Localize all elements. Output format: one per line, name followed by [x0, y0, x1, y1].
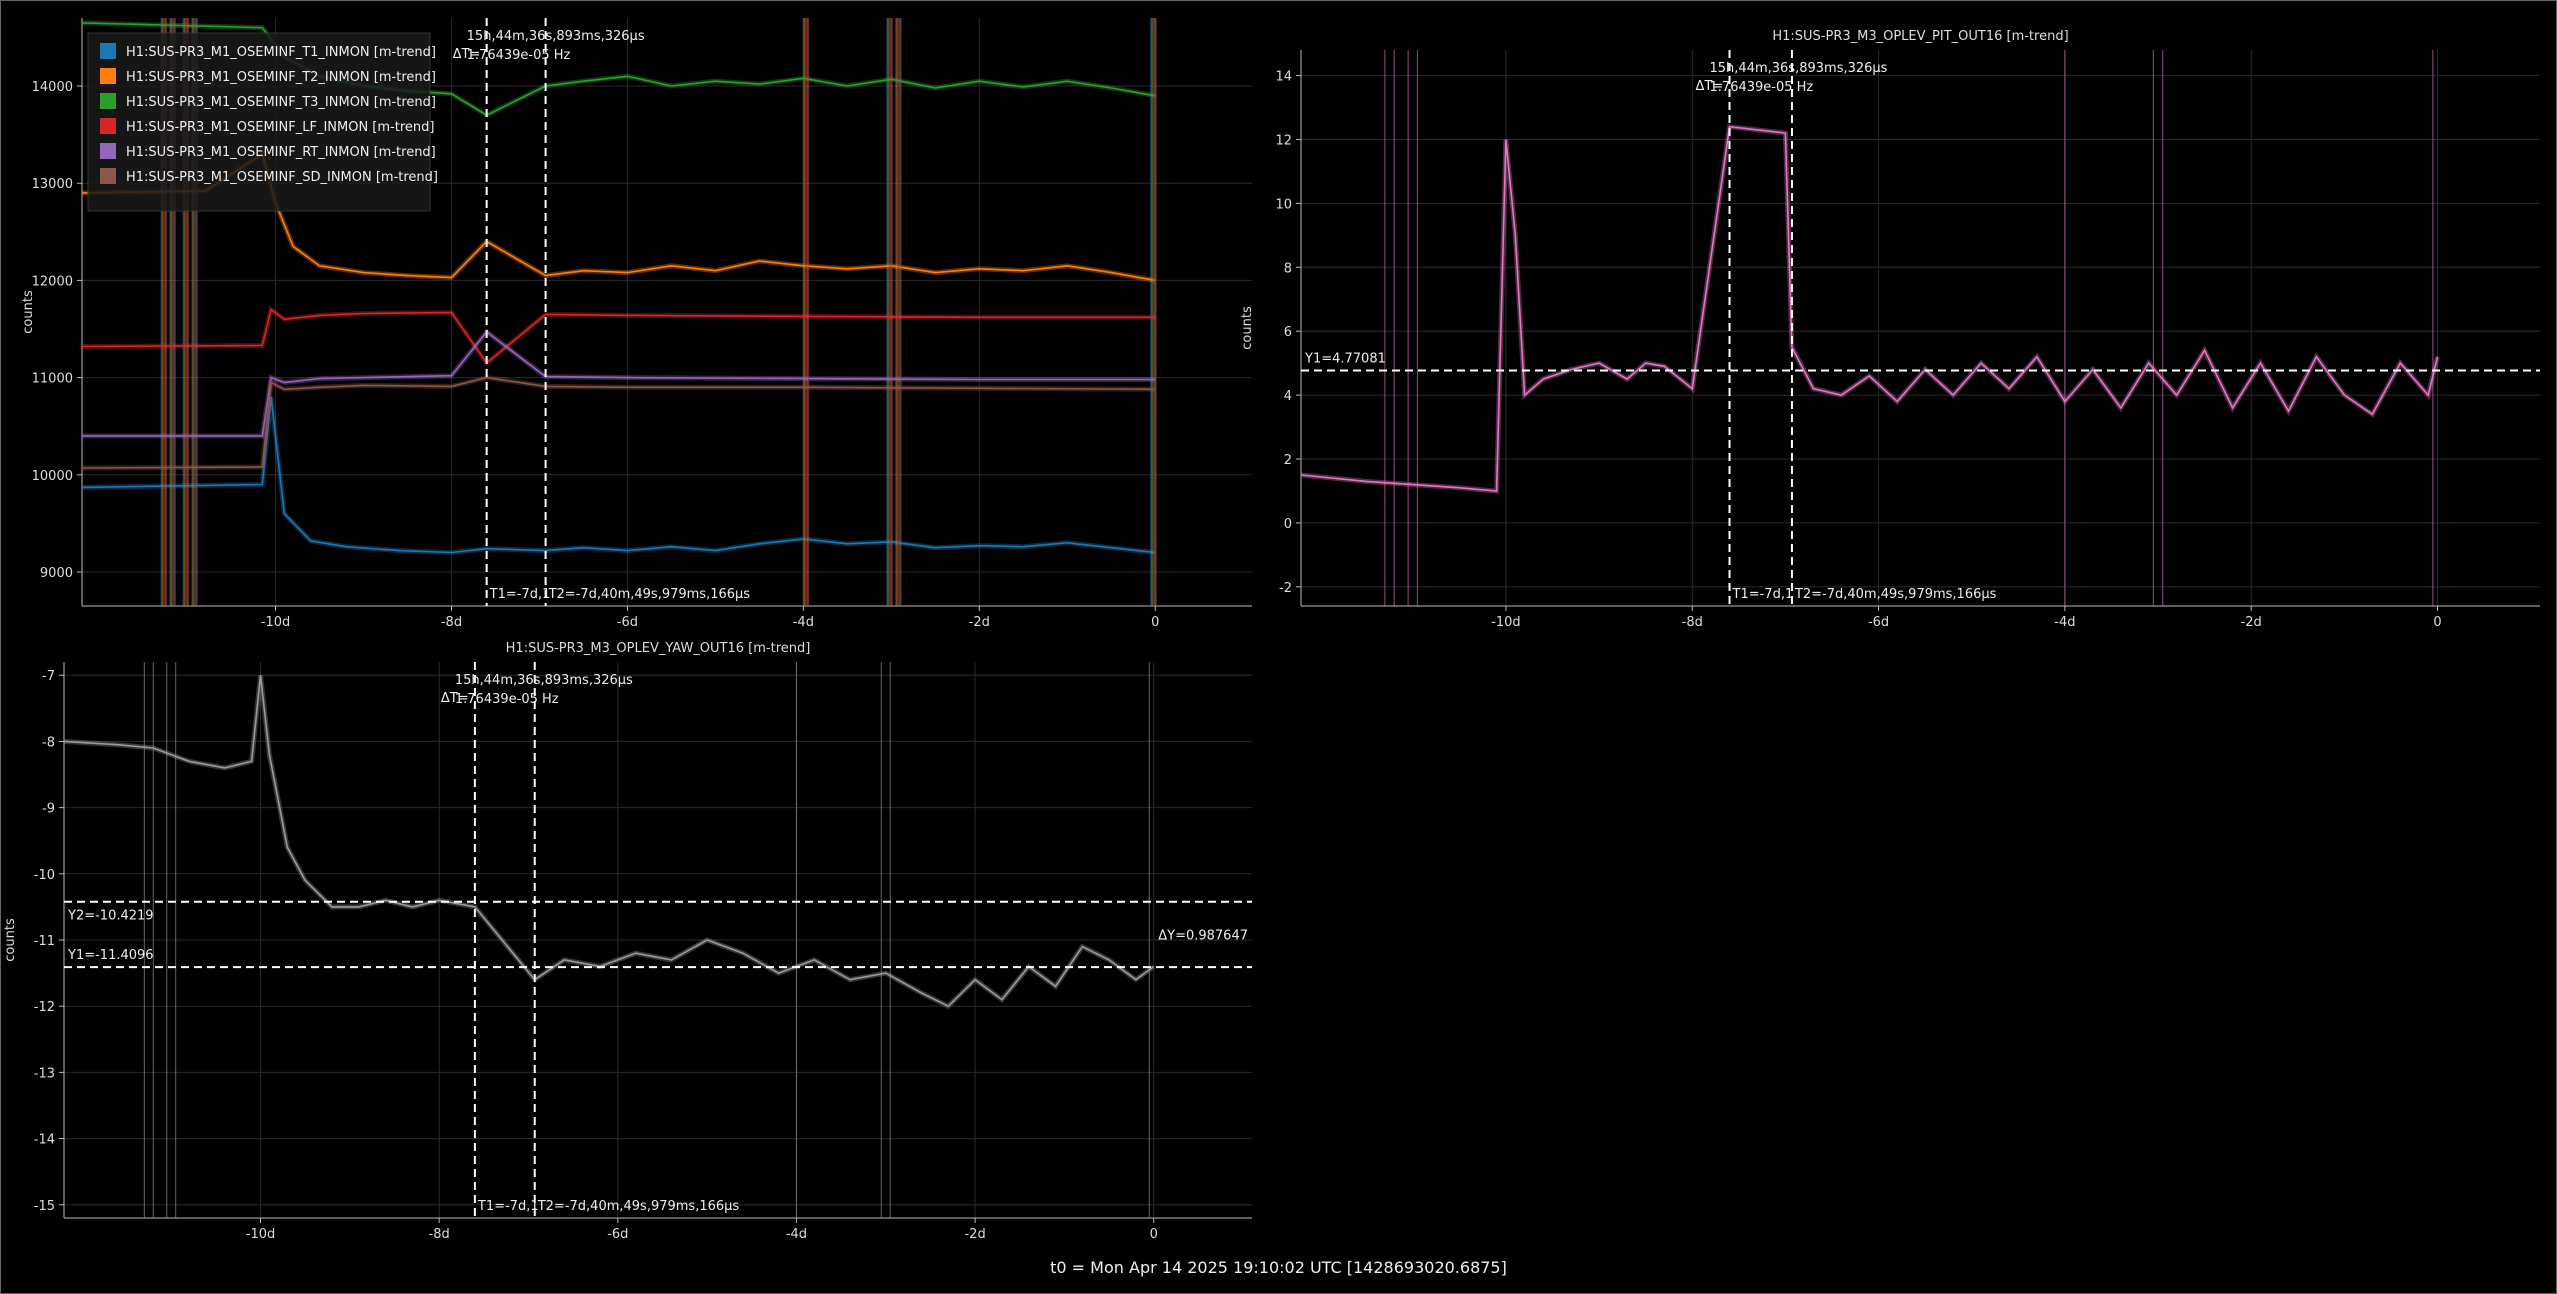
legend-entry-0: H1:SUS-PR3_M1_OSEMINF_T1_INMON [m-trend] [126, 45, 436, 60]
t2-label: T2=-7d,40m,49s,979ms,166μs [548, 587, 751, 602]
series-line-3 [82, 308, 1156, 365]
legend-entry-3: H1:SUS-PR3_M1_OSEMINF_LF_INMON [m-trend] [126, 120, 434, 135]
y1-label: Y1=-11.4096 [67, 948, 154, 963]
legend-box [87, 32, 431, 212]
legend-swatch-5 [100, 168, 116, 184]
t1-label: T1=-7d,1 [1732, 587, 1794, 602]
chart-title: H1:SUS-PR3_M3_OPLEV_PIT_OUT16 [m-trend] [1772, 29, 2068, 44]
y-tick-label: 8 [1284, 261, 1292, 276]
legend-swatch-3 [100, 118, 116, 134]
x-tick-label: -4d [793, 615, 814, 630]
series-envelope-5 [82, 375, 1156, 471]
x-tick-label: 0 [2433, 615, 2441, 630]
x-tick-label: 0 [1150, 1227, 1158, 1242]
legend-entry-5: H1:SUS-PR3_M1_OSEMINF_SD_INMON [m-trend] [126, 170, 438, 185]
dt-value: 15h,44m,36s,893ms,326μs [467, 29, 645, 44]
legend-entry-4: H1:SUS-PR3_M1_OSEMINF_RT_INMON [m-trend] [126, 145, 436, 160]
legend-swatch-4 [100, 143, 116, 159]
t2-label: T2=-7d,40m,49s,979ms,166μs [537, 1199, 740, 1214]
chart-osem: -10d -8d -6d -4d -2d 0 9000 10000 11000 12000 1300… [21, 18, 1252, 630]
y-tick-label: -9 [42, 802, 55, 817]
legend-swatch-0 [100, 43, 116, 59]
y-tick-label: 13000 [32, 177, 73, 192]
legend-swatch-2 [100, 93, 116, 109]
y-tick-label: 0 [1284, 517, 1292, 532]
y2-label: Y2=-10.4219 [67, 909, 154, 924]
y-tick-label: 14000 [32, 80, 73, 95]
x-tick-label: 0 [1151, 615, 1159, 630]
y-tick-label: 2 [1284, 453, 1292, 468]
series-envelope-0 [64, 674, 1156, 1010]
series-line-0 [82, 396, 1156, 554]
dt-value: 15h,44m,36s,893ms,326μs [455, 673, 633, 688]
y-tick-label: 10 [1275, 197, 1292, 212]
y-tick-label: 12 [1275, 133, 1292, 148]
legend-entry-2: H1:SUS-PR3_M1_OSEMINF_T3_INMON [m-trend] [126, 95, 436, 110]
x-tick-label: -6d [617, 615, 638, 630]
x-tick-label: -10d [246, 1227, 276, 1242]
x-tick-label: -10d [1491, 615, 1521, 630]
y-axis-label: counts [1240, 306, 1255, 350]
series-line-4 [82, 330, 1156, 437]
y-tick-label: -12 [34, 1000, 55, 1015]
y-tick-label: -11 [34, 934, 55, 949]
y-tick-label: 9000 [40, 566, 73, 581]
x-tick-label: -8d [429, 1227, 450, 1242]
y-tick-label: -8 [42, 735, 55, 750]
x-tick-label: -10d [261, 615, 291, 630]
y-tick-label: -7 [42, 669, 55, 684]
series-line-0 [64, 675, 1155, 1008]
y-tick-label: -14 [34, 1133, 55, 1148]
y-tick-label: 11000 [32, 372, 73, 387]
y-tick-label: -15 [34, 1199, 55, 1214]
y-tick-label: 12000 [32, 274, 73, 289]
chart-title: H1:SUS-PR3_M3_OPLEV_YAW_OUT16 [m-trend] [506, 641, 811, 656]
x-tick-label: -2d [969, 615, 990, 630]
chart-pit: -10d -8d -6d -4d -2d 0 -2 0 2 4 6 8 10 12 14 counts H1:S… [1240, 29, 2540, 630]
dt-label: ΔT= [441, 691, 469, 706]
y1-label: Y1=4.77081 [1304, 351, 1386, 366]
series-line-0 [1301, 125, 2439, 492]
y-tick-label: 6 [1284, 325, 1292, 340]
t0-footer: t0 = Mon Apr 14 2025 19:10:02 UTC [14286… [1050, 1258, 1507, 1277]
legend: H1:SUS-PR3_M1_OSEMINF_T1_INMON [m-trend]… [87, 32, 438, 212]
t1-label: T1=-7d,1 [489, 587, 551, 602]
x-tick-label: -8d [1682, 615, 1703, 630]
x-tick-label: -4d [786, 1227, 807, 1242]
y-tick-label: 14 [1275, 70, 1292, 85]
dt-frequency: 1.76439e-05 Hz [1710, 80, 1814, 95]
x-tick-label: -6d [607, 1227, 628, 1242]
dt-label: ΔT= [1696, 79, 1724, 94]
y-tick-label: 10000 [32, 469, 73, 484]
y-axis-label: counts [21, 290, 36, 334]
y-tick-label: -10 [34, 868, 55, 883]
x-tick-label: -2d [964, 1227, 985, 1242]
dy-label: ΔY=0.987647 [1158, 928, 1248, 943]
x-tick-label: -2d [2241, 615, 2262, 630]
x-tick-label: -6d [1868, 615, 1889, 630]
t2-label: T2=-7d,40m,49s,979ms,166μs [1794, 587, 1997, 602]
dt-label: ΔT= [453, 47, 481, 62]
series-line-5 [82, 376, 1156, 469]
plot-area [1301, 50, 2440, 606]
y-axis-label: counts [3, 918, 18, 962]
charts-svg: -10d -8d -6d -4d -2d 090001000011000120001300… [3, 18, 2540, 1242]
series-line-1 [82, 152, 1156, 282]
chart-yaw: -10d -8d -6d -4d -2d 0 -15 -14 -13 -12 -11 -10 -9 -8 -… [3, 641, 1252, 1242]
t1-label: T1=-7d,1 [477, 1199, 539, 1214]
legend-swatch-1 [100, 68, 116, 84]
x-tick-label: -4d [2054, 615, 2075, 630]
y-tick-label: -2 [1279, 581, 1292, 596]
x-tick-label: -8d [441, 615, 462, 630]
dt-frequency: 1.76439e-05 Hz [467, 48, 571, 63]
series-envelope-0 [1301, 123, 2440, 494]
dt-frequency: 1.76439e-05 Hz [455, 692, 559, 707]
y-tick-label: -13 [34, 1066, 55, 1081]
dt-value: 15h,44m,36s,893ms,326μs [1710, 61, 1888, 76]
legend-entry-1: H1:SUS-PR3_M1_OSEMINF_T2_INMON [m-trend] [126, 70, 436, 85]
y-tick-label: 4 [1284, 389, 1292, 404]
